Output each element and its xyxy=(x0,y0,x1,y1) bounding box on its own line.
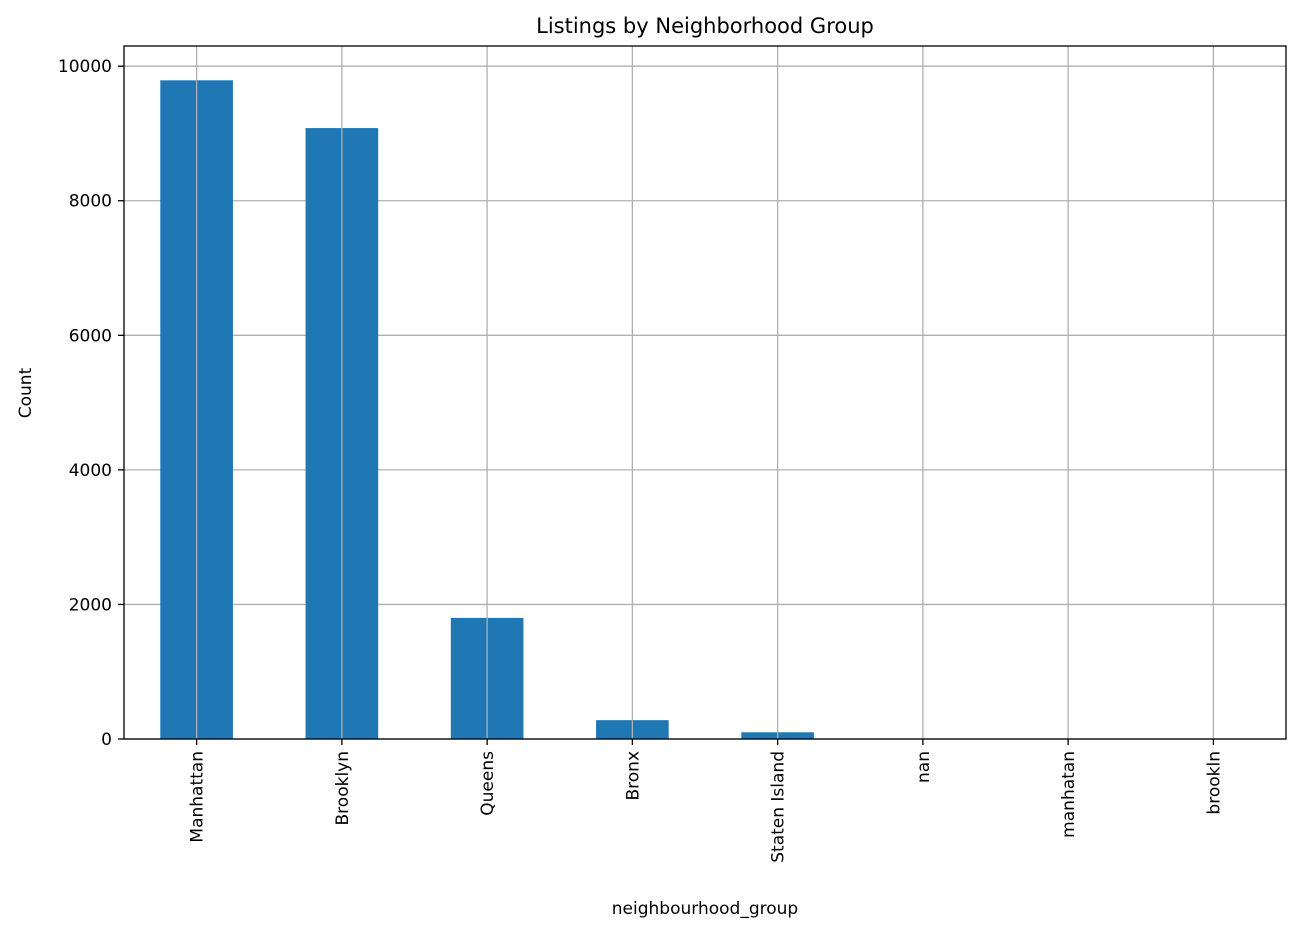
y-axis-ticks: 0 2000 4000 6000 8000 10000 xyxy=(58,57,124,750)
x-axis-ticks: Manhattan Brooklyn Queens Bronx Staten Islan… xyxy=(188,739,1224,863)
y-axis-label: Count xyxy=(16,367,36,418)
x-tick-label: nan xyxy=(914,751,934,783)
y-tick-label: 0 xyxy=(101,730,112,750)
vertical-grid-lines xyxy=(195,46,1215,739)
y-tick-label: 8000 xyxy=(69,192,112,212)
x-tick-label: Queens xyxy=(478,751,498,816)
y-tick-label: 4000 xyxy=(69,461,112,481)
y-tick-label: 10000 xyxy=(58,57,112,77)
plot-frame xyxy=(123,45,1287,740)
y-tick-label: 6000 xyxy=(69,326,112,346)
x-axis-label: neighbourhood_group xyxy=(612,899,798,919)
chart-title: Listings by Neighborhood Group xyxy=(536,14,874,38)
grid-lines xyxy=(124,65,1286,740)
x-tick-label: Bronx xyxy=(623,751,643,801)
x-tick-label: Staten Island xyxy=(769,751,789,863)
x-tick-label: Brooklyn xyxy=(333,751,353,825)
x-tick-label: Manhattan xyxy=(188,751,208,843)
y-tick-label: 2000 xyxy=(69,595,112,615)
x-tick-label: brookln xyxy=(1204,751,1224,815)
x-tick-label: manhatan xyxy=(1059,751,1079,838)
